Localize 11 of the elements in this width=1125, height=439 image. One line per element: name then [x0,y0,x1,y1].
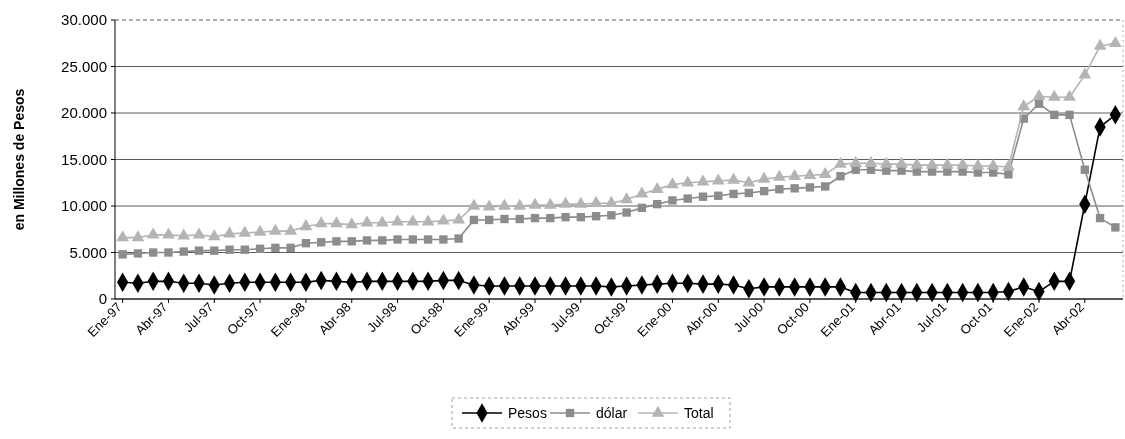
legend-label: dólar [596,404,628,421]
legend-label: Total [684,404,714,421]
y-tick-label: 5.000 [69,243,107,261]
y-tick-label: 20.000 [61,104,107,122]
legend-label: Pesos [508,404,547,421]
y-tick-label: 30.000 [61,11,107,29]
y-tick-label: 10.000 [61,197,107,215]
y-tick-label: 0 [98,290,107,308]
y-axis-title: en Millones de Pesos [11,88,27,231]
y-tick-label: 15.000 [61,150,107,168]
y-tick-label: 25.000 [61,57,107,75]
